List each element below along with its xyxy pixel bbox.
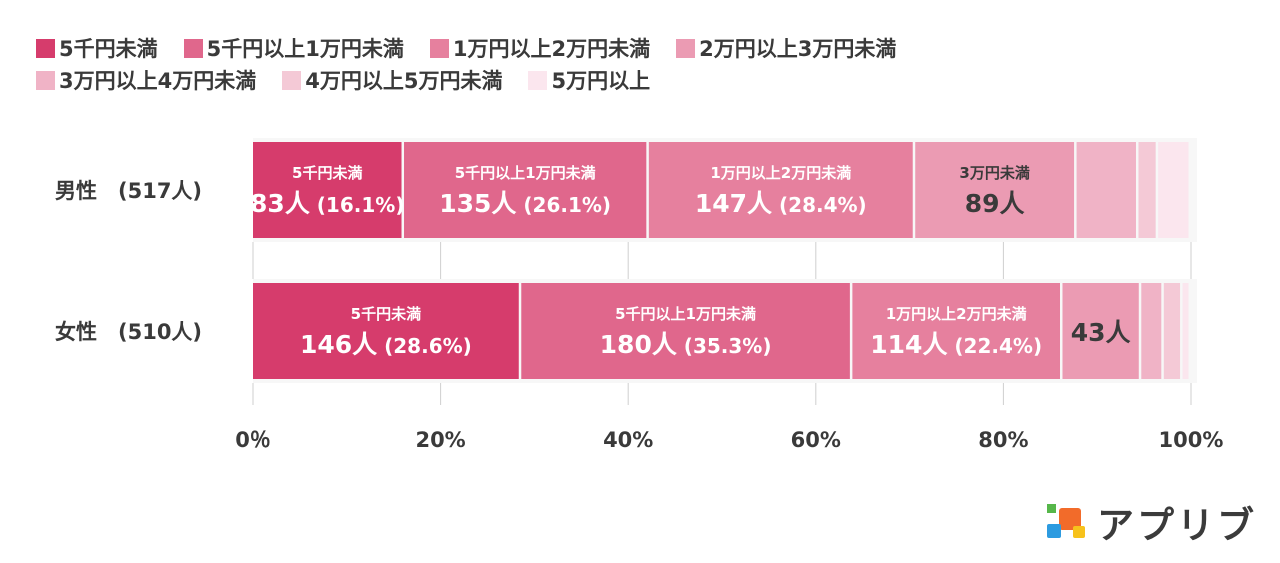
bar-segment bbox=[404, 142, 647, 238]
legend-item: 5万円以上 bbox=[528, 65, 650, 95]
legend-label: 5千円未満 bbox=[59, 37, 158, 61]
bar-segment bbox=[852, 283, 1060, 379]
bar-segment bbox=[521, 283, 850, 379]
legend-item: 5千円未満 bbox=[36, 33, 158, 63]
legend-swatch bbox=[183, 38, 203, 58]
x-tick-label: 40% bbox=[603, 428, 653, 452]
data-label: 180人 (35.3%) bbox=[600, 330, 772, 359]
bar-segment bbox=[1158, 142, 1189, 238]
stacked-bar-chart: 0％ 20% 40% 60% 80% 100% 男性 (517人) 女性 (510人) 5千円未… bbox=[55, 142, 1224, 452]
bar-segment bbox=[1138, 142, 1156, 238]
x-tick-label: 80% bbox=[978, 428, 1028, 452]
segment-head-label: 5千円以上1万円未満 bbox=[455, 164, 596, 182]
legend-row-2: 3万円以上4万円未満 4万円以上5万円未満 5万円以上 bbox=[36, 64, 996, 96]
legend-label: 2万円以上3万円未満 bbox=[699, 37, 897, 61]
legend-swatch bbox=[282, 70, 302, 90]
logo: アプリブ bbox=[1047, 495, 1257, 549]
legend-swatch bbox=[36, 38, 55, 58]
x-tick-label: 60% bbox=[791, 428, 841, 452]
x-tick-label: 100% bbox=[1159, 428, 1224, 452]
category-label: 男性 (517人) bbox=[55, 179, 202, 203]
logo-mark-icon bbox=[1047, 502, 1087, 542]
bar-segment bbox=[1163, 283, 1181, 379]
bar-segment bbox=[253, 142, 402, 238]
data-label: 146人 (28.6%) bbox=[300, 330, 472, 359]
legend-label: 5千円以上1万円未満 bbox=[206, 37, 404, 61]
data-label: 43人 bbox=[1071, 318, 1131, 347]
data-label: 83人 (16.1%) bbox=[250, 189, 404, 218]
x-tick-label: 0％ bbox=[235, 428, 271, 452]
legend-swatch bbox=[528, 70, 548, 90]
segment-head-label: 1万円以上2万円未満 bbox=[886, 305, 1027, 323]
legend-label: 5万円以上 bbox=[551, 69, 651, 93]
bar-segment bbox=[1062, 283, 1139, 379]
bar-segment bbox=[1182, 283, 1189, 379]
legend-swatch bbox=[36, 70, 55, 90]
legend-label: 1万円以上2万円未満 bbox=[452, 37, 651, 61]
data-label: 89人 bbox=[965, 189, 1025, 218]
category-label: 女性 (510人) bbox=[55, 320, 202, 344]
legend-swatch bbox=[676, 38, 696, 58]
segment-head-label: 5千円未満 bbox=[292, 164, 362, 182]
segment-head-label: 1万円以上2万円未満 bbox=[710, 164, 851, 182]
logo-text: アプリブ bbox=[1097, 504, 1257, 547]
data-label: 135人 (26.1%) bbox=[439, 189, 611, 218]
bar-segment bbox=[915, 142, 1075, 238]
legend-label: 3万円以上4万円未満 bbox=[59, 69, 257, 93]
bar-segment bbox=[648, 142, 913, 238]
legend-row-1: 5千円未満 5千円以上1万円未満 1万円以上2万円未満 2万円以上3万円未満 bbox=[36, 32, 996, 64]
legend-label: 4万円以上5万円未満 bbox=[305, 69, 503, 93]
legend-item: 2万円以上3万円未満 bbox=[676, 33, 896, 63]
legend-item: 1万円以上2万円未満 bbox=[429, 33, 651, 63]
x-tick-label: 20% bbox=[415, 428, 465, 452]
bar-segment bbox=[1076, 142, 1136, 238]
data-label: 114人 (22.4%) bbox=[870, 330, 1042, 359]
bar-segment bbox=[1141, 283, 1162, 379]
segment-head-label: 5千円未満 bbox=[351, 305, 421, 323]
bar-segment bbox=[253, 283, 519, 379]
segment-head-label: 3万円未満 bbox=[959, 164, 1029, 182]
legend-item: 3万円以上4万円未満 bbox=[36, 65, 256, 95]
legend: 5千円未満 5千円以上1万円未満 1万円以上2万円未満 2万円以上3万円未満 3… bbox=[36, 32, 996, 96]
legend-item: 4万円以上5万円未満 bbox=[282, 65, 502, 95]
segment-head-label: 5千円以上1万円未満 bbox=[615, 305, 756, 323]
legend-item: 5千円以上1万円未満 bbox=[183, 33, 404, 63]
legend-swatch bbox=[429, 38, 449, 58]
data-label: 147人 (28.4%) bbox=[695, 189, 867, 218]
